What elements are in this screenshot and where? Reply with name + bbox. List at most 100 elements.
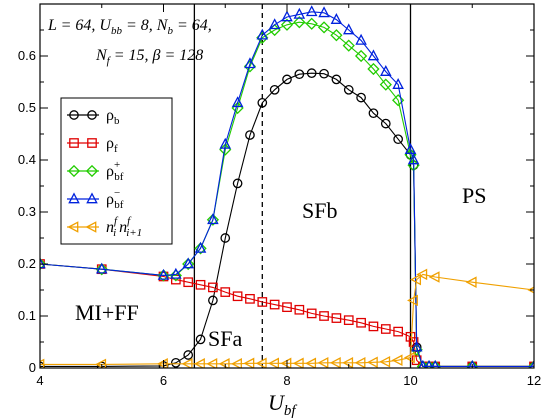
series-line-rho_f <box>40 263 534 367</box>
annotation-text-c: = 64, <box>173 17 212 34</box>
data-point-nn <box>366 356 378 368</box>
data-point-rho_bf_plus <box>354 49 368 63</box>
data-point-nn <box>280 357 292 368</box>
legend: ρb ρf ρ+ bf ρ− bf nf i nf i+1 <box>60 97 173 245</box>
data-point-rho_b <box>294 69 305 80</box>
data-point-nn <box>181 358 193 368</box>
data-point-nn <box>255 357 267 368</box>
data-point-rho_f <box>195 279 206 290</box>
data-point-nn <box>40 358 45 368</box>
data-point-rho_bf_minus <box>418 359 428 368</box>
data-point-rho_bf_minus <box>342 23 355 35</box>
data-point-rho_f <box>393 326 404 337</box>
x-axis-label: Ubf <box>268 390 297 418</box>
x-tick-label: 10 <box>403 373 417 388</box>
data-point-rho_f <box>282 302 292 313</box>
data-point-rho_bf_minus <box>244 57 256 69</box>
data-point-nn <box>95 358 107 368</box>
data-point-rho_bf_minus <box>424 359 434 368</box>
legend-marker-rho_f <box>69 138 79 148</box>
y-tick-label: 0.1 <box>18 308 36 323</box>
data-point-nn <box>379 355 391 368</box>
data-point-rho_b <box>393 134 403 145</box>
data-point-rho_bf_minus <box>182 257 194 269</box>
data-point-nn <box>527 286 534 294</box>
data-point-rho_bf_minus <box>95 262 108 274</box>
data-point-rho_bf_plus <box>280 18 294 31</box>
legend-label-rho_bf_plus: ρ+ bf <box>106 159 124 183</box>
data-point-rho_f <box>319 311 329 321</box>
data-point-rho_bf_plus <box>392 94 405 107</box>
data-point-rho_b <box>380 118 391 129</box>
data-point-nn <box>218 358 230 368</box>
data-point-rho_f <box>245 293 255 304</box>
annotation-sub-b: b <box>167 25 173 37</box>
data-point-rho_f <box>343 315 354 326</box>
data-point-rho_b <box>368 108 379 119</box>
data-point-nn <box>391 354 403 366</box>
legend-label-rho_f: ρf <box>106 135 118 155</box>
data-point-rho_f <box>220 287 231 297</box>
data-point-rho_bf_plus <box>194 242 207 255</box>
data-point-rho_b <box>319 68 329 79</box>
data-point-rho_f <box>408 337 419 347</box>
data-point-rho_b <box>183 350 194 360</box>
data-point-nn <box>342 357 354 368</box>
legend-marker-rho_f <box>87 138 97 148</box>
axis-ticks: 4 6 8 10 12 0 0.1 0.2 0.3 0.4 0.5 0.6 <box>18 4 541 388</box>
data-point-rho_b <box>195 334 206 345</box>
data-point-rho_b <box>171 357 181 368</box>
data-point-rho_bf_plus <box>466 360 479 368</box>
legend-marker-rho_bf_minus <box>68 192 80 204</box>
data-point-rho_bf_plus <box>169 269 182 282</box>
annotation-text-a: L = 64, U <box>47 17 112 34</box>
data-point-rho_bf_plus <box>330 29 343 42</box>
annotation-text-e: = 15, β = 128 <box>110 47 204 64</box>
legend-label-rho_b: ρb <box>106 107 120 127</box>
data-point-nn <box>231 358 242 368</box>
data-point-rho_b <box>257 97 268 108</box>
params-annotation-line1: L = 64, Ubb = 8, Nb = 64, <box>47 17 212 37</box>
data-point-rho_bf_plus <box>293 16 306 29</box>
x-tick-label: 4 <box>36 373 43 388</box>
data-point-rho_b <box>343 84 354 95</box>
y-tick-label: 0.6 <box>18 48 36 63</box>
data-point-rho_b <box>269 84 280 95</box>
data-point-rho_bf_plus <box>367 62 380 76</box>
data-point-rho_bf_minus <box>207 213 219 225</box>
data-point-rho_bf_plus <box>206 213 220 226</box>
data-point-rho_bf_plus <box>95 263 108 276</box>
data-point-rho_bf_minus <box>157 268 170 280</box>
data-point-nn <box>329 357 341 368</box>
data-point-rho_b <box>245 130 255 140</box>
data-point-rho_f <box>306 308 317 319</box>
x-tick-label: 6 <box>160 373 167 388</box>
legend-marker-rho_bf_plus <box>67 164 81 178</box>
data-point-rho_bf_minus <box>318 6 330 18</box>
x-tick-label: 12 <box>527 373 541 388</box>
data-point-rho_bf_plus <box>429 360 442 368</box>
data-point-rho_bf_minus <box>392 78 404 89</box>
data-point-rho_bf_minus <box>268 18 281 30</box>
data-point-rho_f <box>257 297 268 307</box>
data-point-nn <box>243 357 255 368</box>
data-point-rho_f <box>183 277 194 288</box>
y-tick-label: 0.3 <box>18 204 36 219</box>
series-rho_bf_minus <box>40 5 534 368</box>
data-point-rho_bf_plus <box>182 257 195 271</box>
data-point-rho_bf_minus <box>407 153 420 165</box>
data-point-rho_bf_minus <box>467 359 477 368</box>
data-point-rho_f <box>356 317 366 328</box>
data-point-rho_bf_plus <box>527 360 534 368</box>
data-point-rho_b <box>208 295 218 306</box>
data-point-rho_b <box>232 178 243 189</box>
data-point-rho_f <box>232 291 243 302</box>
data-point-rho_bf_minus <box>355 33 367 45</box>
x-tick-label: 8 <box>283 373 290 388</box>
legend-marker-rho_bf_minus <box>86 192 98 204</box>
annotation-text-d: N <box>95 47 108 64</box>
data-point-rho_f <box>208 282 218 293</box>
data-point-rho_b <box>356 92 366 103</box>
series-layer <box>40 5 534 368</box>
data-point-rho_f <box>269 299 280 310</box>
